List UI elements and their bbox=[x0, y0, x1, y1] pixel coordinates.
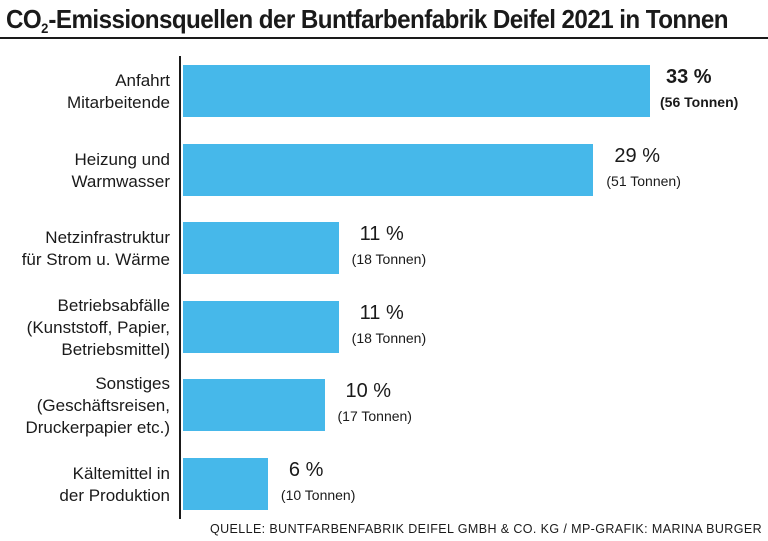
value-label: 33 % bbox=[666, 66, 712, 88]
tonnes-label: (17 Tonnen) bbox=[337, 408, 412, 424]
title-divider bbox=[0, 37, 768, 39]
category-label: Kältemittel in der Produktion bbox=[0, 463, 170, 507]
value-label: 10 % bbox=[345, 380, 392, 402]
bar bbox=[183, 65, 650, 117]
tonnes-label: (56 Tonnen) bbox=[660, 94, 739, 110]
title-prefix: CO bbox=[6, 4, 42, 34]
category-label-line: Druckerpapier etc.) bbox=[25, 418, 170, 437]
chart-title: CO2-Emissionsquellen der Buntfarbenfabri… bbox=[6, 4, 728, 36]
tonnes-label: (18 Tonnen) bbox=[351, 329, 427, 346]
bar bbox=[183, 143, 594, 196]
category-label-line: Mitarbeitende bbox=[66, 93, 170, 112]
category-label-line: der Produktion bbox=[59, 485, 170, 505]
category-label-line: (Geschäftsreisen, bbox=[36, 396, 170, 415]
bar bbox=[183, 222, 339, 274]
category-label-line: Netzinfrastruktur bbox=[45, 228, 170, 247]
category-label: Netzinfrastruktur für Strom u. Wärme bbox=[0, 227, 170, 271]
bar bbox=[183, 379, 325, 431]
value-label: 11 % bbox=[359, 223, 404, 245]
category-label-line: Anfahrt bbox=[115, 71, 170, 90]
category-label: Sonstiges (Geschäftsreisen, Druckerpapier … bbox=[0, 373, 170, 439]
y-axis-line bbox=[179, 56, 181, 519]
bar bbox=[183, 300, 339, 353]
title-rest: -Emissionsquellen der Buntfarbenfabrik D… bbox=[48, 4, 728, 34]
category-label-line: Kältemittel in bbox=[72, 463, 170, 483]
category-label-line: Warmwasser bbox=[71, 171, 170, 191]
source-credit: QUELLE: BUNTFARBENFABRIK DEIFEL GMBH & C… bbox=[209, 522, 762, 536]
category-label: Betriebsabfälle (Kunststoff, Papier, Betri… bbox=[0, 295, 170, 361]
category-label-line: Betriebsabfälle bbox=[57, 295, 170, 315]
value-label: 6 % bbox=[288, 458, 324, 481]
category-label-line: (Kunststoff, Papier, bbox=[26, 317, 170, 337]
tonnes-label: (51 Tonnen) bbox=[606, 172, 681, 189]
value-label: 29 % bbox=[614, 144, 660, 167]
tonnes-label: (18 Tonnen) bbox=[351, 251, 427, 267]
category-label-line: Heizung und bbox=[74, 149, 170, 169]
category-label: Heizung und Warmwasser bbox=[0, 149, 170, 193]
title-subscript: 2 bbox=[41, 20, 49, 36]
bar bbox=[183, 457, 268, 510]
value-label: 11 % bbox=[359, 301, 404, 324]
category-label-line: Betriebsmittel) bbox=[61, 339, 170, 359]
tonnes-label: (10 Tonnen) bbox=[280, 486, 356, 503]
category-label-line: Sonstiges bbox=[95, 374, 170, 393]
category-label-line: für Strom u. Wärme bbox=[21, 250, 170, 269]
category-label: Anfahrt Mitarbeitende bbox=[0, 70, 170, 114]
